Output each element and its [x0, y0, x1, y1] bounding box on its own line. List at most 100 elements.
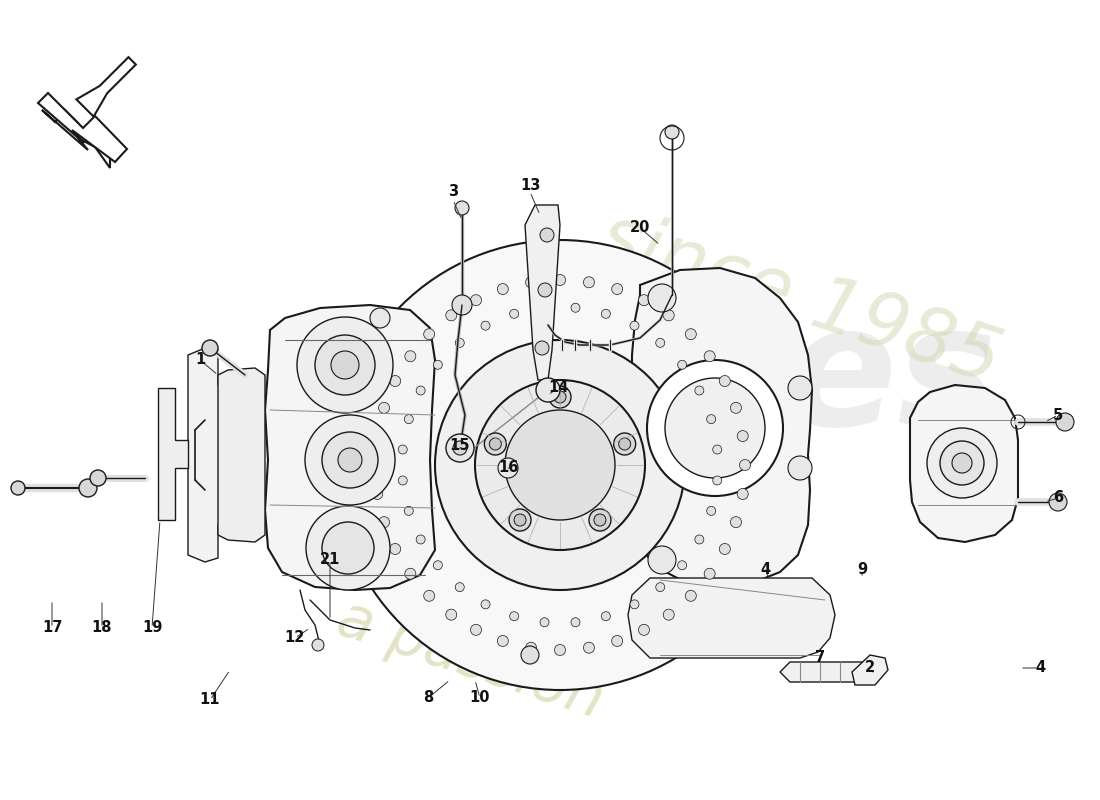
Text: 18: 18 [91, 621, 112, 635]
Circle shape [583, 642, 594, 654]
Circle shape [372, 430, 383, 442]
Circle shape [370, 459, 381, 470]
Circle shape [312, 639, 324, 651]
Circle shape [405, 414, 414, 424]
Circle shape [297, 317, 393, 413]
Text: 8: 8 [422, 690, 433, 706]
Circle shape [481, 321, 490, 330]
Circle shape [648, 546, 676, 574]
Circle shape [471, 294, 482, 306]
Circle shape [446, 310, 456, 321]
Text: 16: 16 [498, 461, 518, 475]
Polygon shape [218, 368, 265, 542]
Circle shape [540, 228, 554, 242]
Circle shape [484, 433, 506, 455]
Polygon shape [188, 348, 228, 562]
Circle shape [305, 415, 395, 505]
Text: since 1985: since 1985 [591, 200, 1010, 400]
Circle shape [306, 506, 390, 590]
Circle shape [455, 201, 469, 215]
Circle shape [79, 479, 97, 497]
Circle shape [497, 283, 508, 294]
Circle shape [452, 295, 472, 315]
Circle shape [398, 445, 407, 454]
Circle shape [497, 635, 508, 646]
Text: 5: 5 [1053, 407, 1063, 422]
Circle shape [737, 430, 748, 442]
Circle shape [618, 438, 630, 450]
Circle shape [602, 612, 610, 621]
Circle shape [90, 470, 106, 486]
Circle shape [666, 125, 679, 139]
Circle shape [1056, 413, 1074, 431]
Circle shape [446, 609, 456, 620]
Circle shape [638, 624, 649, 635]
Circle shape [612, 283, 623, 294]
Circle shape [656, 582, 664, 592]
Circle shape [336, 240, 785, 690]
Circle shape [678, 360, 686, 370]
Circle shape [730, 402, 741, 414]
Circle shape [536, 378, 560, 402]
Circle shape [526, 642, 537, 654]
Text: 13: 13 [520, 178, 540, 193]
Circle shape [434, 340, 685, 590]
Polygon shape [76, 57, 136, 117]
Polygon shape [42, 110, 110, 168]
Circle shape [416, 386, 426, 395]
Circle shape [475, 380, 645, 550]
Text: 9: 9 [857, 562, 867, 578]
Text: 1: 1 [195, 353, 205, 367]
Circle shape [453, 441, 468, 455]
Circle shape [685, 590, 696, 602]
Circle shape [571, 618, 580, 626]
Circle shape [514, 514, 526, 526]
Circle shape [952, 453, 972, 473]
Circle shape [535, 341, 549, 355]
Polygon shape [265, 305, 434, 590]
Text: 10: 10 [470, 690, 491, 706]
Circle shape [378, 517, 389, 528]
Circle shape [315, 335, 375, 395]
Circle shape [455, 582, 464, 592]
Text: a passion: a passion [330, 590, 610, 730]
Polygon shape [630, 268, 812, 588]
Circle shape [663, 609, 674, 620]
Circle shape [788, 456, 812, 480]
Circle shape [389, 375, 400, 386]
Circle shape [498, 458, 518, 478]
Polygon shape [852, 655, 888, 685]
Circle shape [583, 277, 594, 288]
Circle shape [433, 360, 442, 370]
Circle shape [540, 303, 549, 312]
Circle shape [398, 476, 407, 485]
Circle shape [594, 514, 606, 526]
Circle shape [719, 543, 730, 554]
Circle shape [656, 338, 664, 347]
Circle shape [706, 506, 716, 515]
Circle shape [538, 283, 552, 297]
Text: 21: 21 [320, 553, 340, 567]
Circle shape [505, 410, 615, 520]
Circle shape [927, 428, 997, 498]
Circle shape [471, 624, 482, 635]
Circle shape [405, 350, 416, 362]
Text: 19: 19 [142, 621, 162, 635]
Circle shape [678, 561, 686, 570]
Circle shape [588, 509, 610, 531]
Polygon shape [158, 388, 188, 520]
Circle shape [602, 310, 610, 318]
Circle shape [405, 506, 414, 515]
Text: 15: 15 [450, 438, 471, 453]
Text: 11: 11 [200, 693, 220, 707]
Circle shape [571, 303, 580, 312]
Text: 7: 7 [815, 650, 825, 666]
Text: 6: 6 [1053, 490, 1063, 506]
Circle shape [370, 308, 390, 328]
Polygon shape [780, 662, 872, 682]
Circle shape [706, 414, 716, 424]
Circle shape [378, 402, 389, 414]
Circle shape [424, 590, 434, 602]
Circle shape [737, 489, 748, 499]
Text: 2: 2 [865, 661, 876, 675]
